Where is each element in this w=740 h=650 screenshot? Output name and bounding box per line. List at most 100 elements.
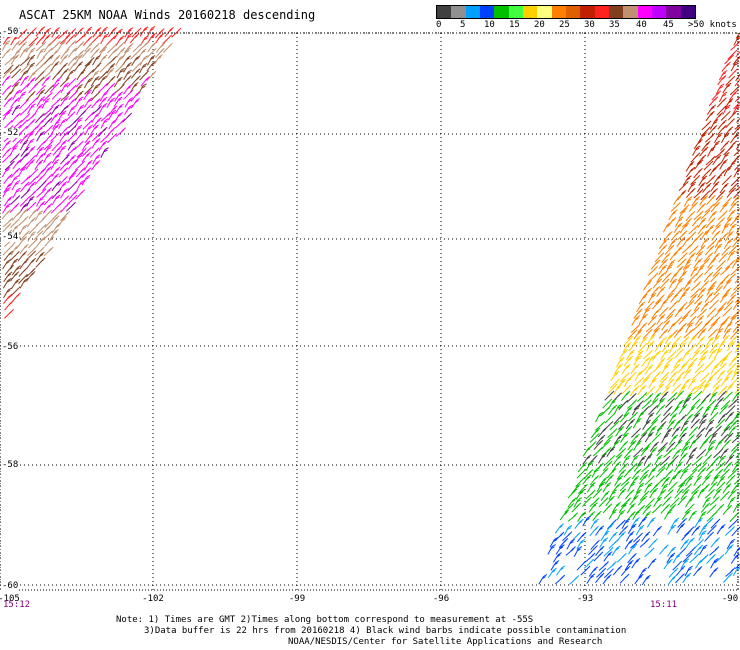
wind-barb [637, 455, 647, 467]
wind-barb [724, 259, 736, 270]
wind-barb [68, 118, 79, 129]
wind-barb [707, 258, 717, 269]
wind-barb [675, 277, 684, 289]
wind-barb [668, 300, 679, 311]
wind-barb [670, 201, 681, 212]
wind-barb [704, 445, 714, 457]
wind-barb [590, 427, 601, 439]
wind-barb [658, 258, 669, 270]
wind-barb [582, 454, 592, 465]
wind-barb [701, 140, 711, 152]
lat-label-52: -52 [1, 128, 20, 138]
wind-barb [57, 39, 67, 51]
wind-barb [723, 321, 733, 333]
wind-barb [615, 426, 625, 437]
wind-barb [107, 43, 118, 54]
wind-barb [694, 363, 705, 374]
wind-barb [131, 68, 141, 79]
wind-barb [75, 96, 84, 108]
wind-barb [687, 386, 697, 397]
wind-barb [699, 544, 708, 556]
wind-barb [90, 48, 100, 59]
wind-barb [114, 111, 123, 123]
wind-barb [19, 139, 29, 151]
wind-barb [11, 112, 21, 123]
wind-barb [602, 482, 612, 493]
wind-barb [620, 497, 631, 508]
wind-barb [567, 488, 578, 499]
wind-barb [562, 531, 573, 541]
wind-barb [665, 397, 675, 408]
wind-barb [589, 497, 600, 507]
wind-barb [4, 265, 15, 276]
wind-barb [99, 43, 109, 54]
wind-barb [716, 370, 726, 381]
wind-barb [91, 138, 101, 149]
wind-barb [676, 341, 687, 352]
wind-barb [600, 439, 611, 450]
wind-barb [162, 42, 173, 53]
wind-barb [115, 118, 126, 129]
wind-barb [689, 553, 700, 564]
wind-barb [725, 567, 736, 577]
wind-barb [716, 524, 726, 535]
wind-barb [131, 75, 141, 86]
wind-barb [642, 419, 652, 430]
wind-barb [641, 531, 651, 542]
wind-barb [674, 488, 684, 499]
wind-barb [11, 265, 21, 276]
wind-barb [25, 90, 36, 102]
wind-barb [680, 539, 690, 550]
wind-barb [51, 54, 61, 66]
wind-barb [67, 140, 77, 151]
wind-barb [9, 175, 19, 186]
wind-barb [615, 447, 626, 458]
wind-barb [26, 54, 36, 66]
wind-barb [50, 215, 60, 226]
wind-barb [75, 131, 85, 142]
note-line-3: NOAA/NESDIS/Center for Satellite Applica… [288, 637, 603, 647]
wind-barb [674, 390, 685, 401]
wind-barb [155, 47, 165, 59]
wind-barb [91, 112, 101, 123]
wind-barb [707, 524, 717, 535]
wind-barb [706, 504, 717, 515]
wind-barb [719, 404, 729, 415]
wind-barb [688, 447, 698, 458]
wind-barb [12, 48, 22, 60]
wind-barb [637, 384, 647, 396]
wind-barb [725, 405, 736, 415]
wind-barb [82, 61, 92, 72]
wind-barb [693, 258, 703, 269]
wind-barb [67, 105, 77, 117]
wind-barb [654, 383, 665, 394]
legend-label-10: >50 knots [688, 20, 737, 30]
wind-barb [674, 265, 684, 277]
wind-barb [667, 481, 678, 492]
wind-barb [693, 210, 704, 221]
wind-barb [718, 320, 728, 331]
wind-barb [75, 189, 85, 200]
wind-barb [107, 26, 118, 38]
wind-barb [705, 110, 715, 122]
wind-barb [51, 180, 61, 192]
wind-barb [717, 75, 727, 86]
wind-barb [574, 518, 584, 530]
wind-barb [692, 390, 703, 401]
wind-barb [3, 64, 14, 75]
map-frame [0, 32, 739, 591]
wind-barb [704, 292, 714, 303]
wind-barb [724, 54, 735, 65]
wind-barb [666, 308, 676, 319]
wind-barb [604, 390, 615, 401]
wind-barb [25, 159, 35, 170]
wind-barb [700, 344, 711, 355]
wind-barb [658, 238, 669, 249]
wind-barb [691, 412, 701, 424]
wind-barb [642, 328, 653, 339]
wind-barb [25, 267, 36, 278]
wind-barb [81, 146, 92, 157]
wind-barb [703, 517, 714, 528]
wind-barb [619, 412, 630, 423]
wind-barb [595, 572, 605, 584]
